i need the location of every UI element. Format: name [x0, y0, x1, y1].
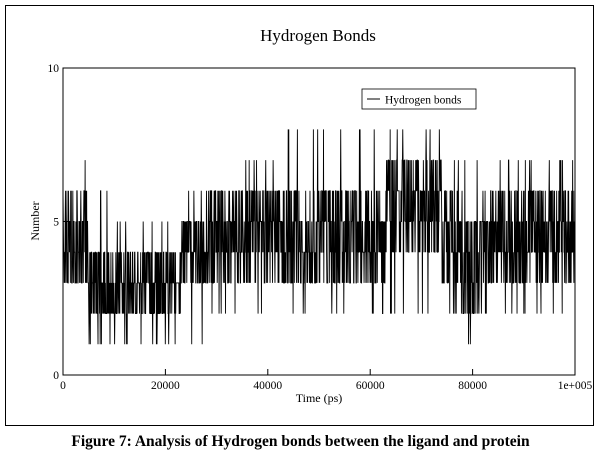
legend: Hydrogen bonds	[361, 88, 477, 110]
y-tick-label: 0	[53, 370, 59, 382]
x-tick-label: 40000	[253, 380, 282, 392]
x-tick-label: 0	[60, 380, 66, 392]
legend-box	[361, 88, 477, 110]
figure-caption: Figure 7: Analysis of Hydrogen bonds bet…	[71, 433, 530, 450]
hydrogen-bonds-chart: Hydrogen Bonds 0 20000 40000 60000 80000 1e+0…	[28, 26, 593, 405]
axis-ticks: 0 20000 40000 60000 80000 1e+005 0 5 10	[48, 63, 593, 392]
y-tick-label: 5	[53, 217, 59, 229]
x-axis-label: Time (ps)	[296, 391, 343, 405]
y-tick-label: 10	[48, 63, 60, 75]
series-hydrogen-bonds	[62, 129, 576, 345]
chart-title: Hydrogen Bonds	[260, 26, 376, 45]
series-line-hydrogen-bonds	[62, 129, 576, 345]
legend-entry-hydrogen-bonds: Hydrogen bonds	[385, 95, 462, 107]
x-tick-label: 80000	[458, 380, 487, 392]
y-axis-label: Number	[28, 201, 42, 240]
x-tick-label: 20000	[151, 380, 180, 392]
x-tick-label: 1e+005	[558, 380, 593, 392]
x-tick-label: 60000	[356, 380, 385, 392]
